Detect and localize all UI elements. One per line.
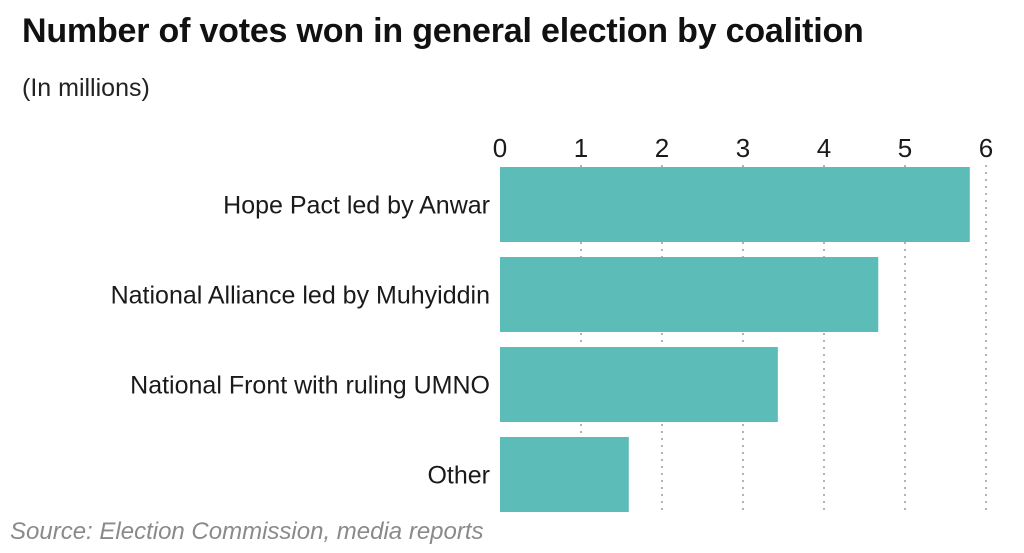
bars — [500, 167, 970, 512]
category-labels: Hope Pact led by Anwar National Alliance … — [111, 192, 490, 490]
category-label-1: National Alliance led by Muhyiddin — [111, 282, 490, 310]
bar-1 — [500, 257, 879, 332]
x-tick-label-6: 6 — [979, 133, 993, 163]
x-tick-labels: 0 1 2 3 4 5 6 — [493, 133, 993, 163]
chart-subtitle: (In millions) — [22, 74, 150, 102]
x-tick-label-4: 4 — [817, 133, 831, 163]
chart-title: Number of votes won in general election … — [22, 12, 864, 50]
x-tick-label-0: 0 — [493, 133, 507, 163]
grid-lines — [580, 165, 987, 515]
bar-2 — [500, 347, 778, 422]
source-note: Source: Election Commission, media repor… — [10, 518, 484, 545]
x-tick-label-3: 3 — [736, 133, 750, 163]
x-tick-label-5: 5 — [898, 133, 912, 163]
bar-0 — [500, 167, 970, 242]
x-tick-label-2: 2 — [655, 133, 669, 163]
category-label-2: National Front with ruling UMNO — [130, 372, 490, 400]
category-label-0: Hope Pact led by Anwar — [223, 192, 490, 220]
category-label-3: Other — [427, 462, 490, 490]
x-tick-label-1: 1 — [574, 133, 588, 163]
bar-3 — [500, 437, 629, 512]
